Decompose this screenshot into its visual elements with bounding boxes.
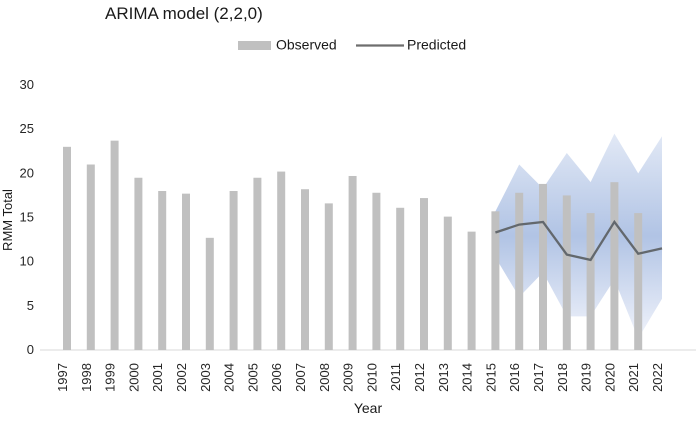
svg-text:2006: 2006: [269, 363, 284, 392]
svg-text:2000: 2000: [126, 363, 141, 392]
svg-text:2018: 2018: [555, 363, 570, 392]
svg-text:5: 5: [27, 298, 34, 313]
svg-text:2005: 2005: [245, 363, 260, 392]
svg-text:2007: 2007: [293, 363, 308, 392]
svg-text:2017: 2017: [531, 363, 546, 392]
svg-text:0: 0: [27, 342, 34, 357]
svg-text:2004: 2004: [222, 363, 237, 392]
svg-text:2021: 2021: [626, 363, 641, 392]
svg-text:2001: 2001: [150, 363, 165, 392]
svg-text:30: 30: [20, 77, 34, 92]
svg-text:1997: 1997: [55, 363, 70, 392]
svg-text:Predicted: Predicted: [407, 37, 466, 53]
svg-text:1998: 1998: [79, 363, 94, 392]
svg-text:2020: 2020: [602, 363, 617, 392]
svg-text:25: 25: [20, 121, 34, 136]
svg-text:RMM Total: RMM Total: [0, 189, 15, 251]
svg-text:ARIMA model (2,2,0): ARIMA model (2,2,0): [105, 4, 263, 23]
svg-text:2008: 2008: [317, 363, 332, 392]
svg-text:10: 10: [20, 254, 34, 269]
svg-text:2019: 2019: [579, 363, 594, 392]
svg-text:20: 20: [20, 165, 34, 180]
svg-text:15: 15: [20, 210, 34, 225]
svg-text:2014: 2014: [460, 363, 475, 392]
svg-text:2002: 2002: [174, 363, 189, 392]
svg-text:2016: 2016: [507, 363, 522, 392]
svg-text:Year: Year: [354, 400, 383, 416]
svg-text:2003: 2003: [198, 363, 213, 392]
svg-text:2011: 2011: [388, 363, 403, 391]
svg-text:2013: 2013: [436, 363, 451, 392]
svg-text:1999: 1999: [103, 363, 118, 392]
svg-text:Observed: Observed: [276, 37, 337, 53]
svg-text:2022: 2022: [650, 363, 665, 392]
svg-text:2010: 2010: [364, 363, 379, 392]
svg-text:2012: 2012: [412, 363, 427, 392]
svg-text:2015: 2015: [483, 363, 498, 392]
svg-text:2009: 2009: [341, 363, 356, 392]
